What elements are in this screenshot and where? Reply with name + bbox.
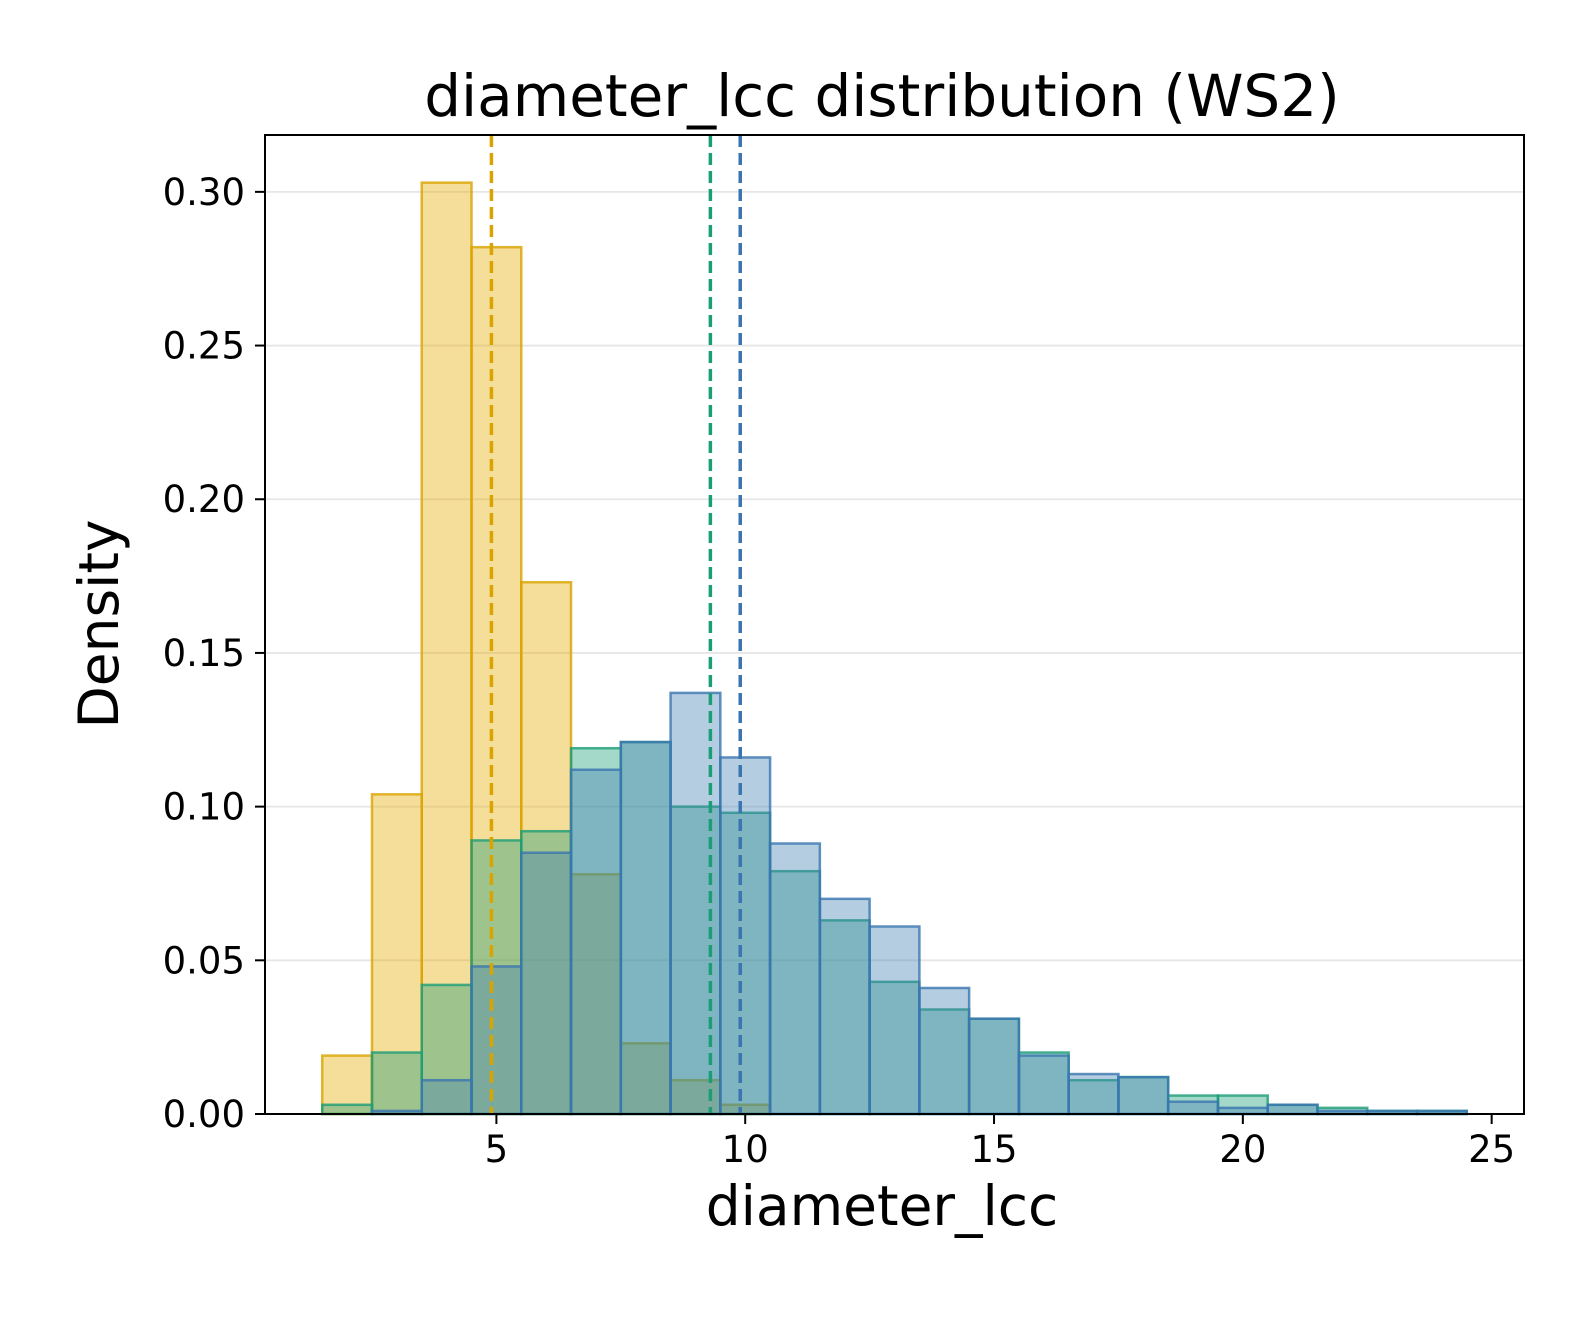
y-tick-label: 0.20 — [163, 478, 245, 521]
x-tick-label: 20 — [1219, 1128, 1266, 1171]
bar-green — [569, 746, 623, 1116]
series-blue — [370, 691, 1469, 1116]
bar-blue — [768, 842, 822, 1116]
x-tick-label: 10 — [722, 1128, 769, 1171]
x-tick-label: 5 — [485, 1128, 509, 1171]
bar-green — [370, 1051, 424, 1116]
y-axis-ticks: 0.00 0.05 0.10 0.15 0.20 0.25 0.30 — [163, 171, 265, 1136]
plot-frame — [264, 134, 1525, 1115]
bar-blue — [669, 691, 722, 1116]
bar-green — [768, 869, 822, 1116]
bar-green — [719, 811, 772, 1116]
bar-blue — [420, 1078, 473, 1116]
chart-title: diameter_lcc distribution (WS2) — [424, 62, 1340, 130]
x-tick-label: 15 — [970, 1128, 1017, 1171]
y-tick-label: 0.30 — [163, 171, 245, 214]
bar-blue — [1117, 1075, 1170, 1116]
x-axis-ticks: 5 10 15 20 25 — [485, 1114, 1515, 1171]
bar-blue — [1266, 1103, 1319, 1116]
y-tick-label: 0.15 — [163, 632, 245, 675]
bar-yellow — [619, 1042, 672, 1116]
x-tick-label: 25 — [1468, 1128, 1515, 1171]
bar-blue — [868, 925, 921, 1116]
bar-blue — [520, 851, 573, 1116]
bar-blue — [818, 897, 871, 1116]
mean-lines — [489, 135, 742, 1114]
histogram-bars — [320, 181, 1469, 1116]
series-yellow — [320, 181, 772, 1116]
bar-blue — [569, 768, 623, 1116]
y-tick-label: 0.25 — [163, 325, 245, 368]
bar-blue — [719, 756, 772, 1116]
bar-yellow — [420, 181, 473, 1116]
y-tick-label: 0.10 — [163, 786, 245, 829]
bar-blue — [967, 1017, 1021, 1116]
y-tick-label: 0.00 — [163, 1093, 245, 1136]
bar-blue — [1067, 1072, 1120, 1116]
y-axis-label: Density — [67, 519, 131, 728]
bar-blue — [918, 986, 971, 1116]
bar-blue — [1166, 1100, 1220, 1116]
grid-lines — [265, 190, 1524, 962]
bar-blue — [619, 740, 672, 1116]
bar-green — [320, 1103, 374, 1116]
y-tick-label: 0.05 — [163, 939, 245, 982]
x-axis-label: diameter_lcc — [706, 1174, 1059, 1238]
bar-blue — [1017, 1054, 1070, 1116]
bar-blue — [470, 965, 523, 1116]
bar-green — [818, 919, 871, 1116]
